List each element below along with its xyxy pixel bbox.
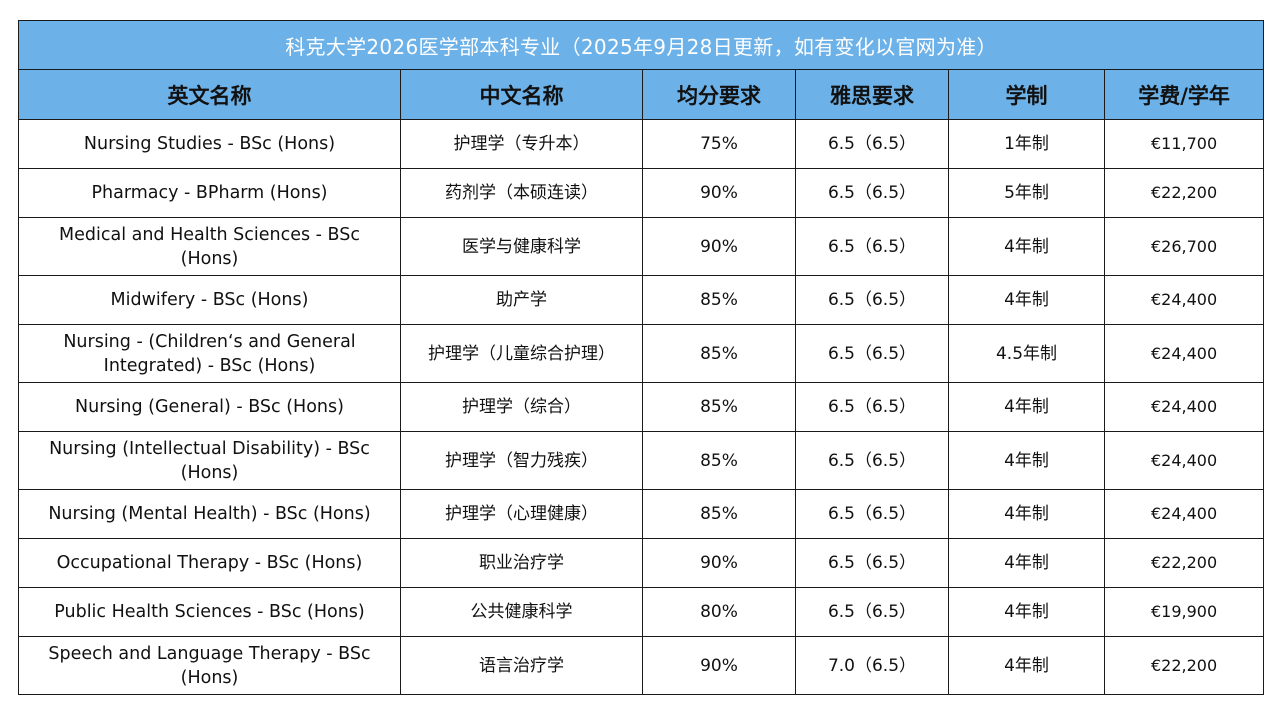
table-row: Pharmacy - BPharm (Hons) 药剂学（本硕连读） 90% 6… xyxy=(18,168,1265,218)
chinese-name-cell: 语言治疗学 xyxy=(400,636,643,695)
ielts-cell: 6.5（6.5） xyxy=(795,275,949,325)
chinese-name-cell: 医学与健康科学 xyxy=(400,217,643,276)
gpa-cell: 90% xyxy=(642,168,796,218)
english-name-cell: Midwifery - BSc (Hons) xyxy=(18,275,401,325)
ielts-cell: 7.0（6.5） xyxy=(795,636,949,695)
ielts-cell: 6.5（6.5） xyxy=(795,217,949,276)
english-name-cell: Nursing (Mental Health) - BSc (Hons) xyxy=(18,489,401,539)
ielts-cell: 6.5（6.5） xyxy=(795,168,949,218)
english-name-cell: Speech and Language Therapy - BSc (Hons) xyxy=(18,636,401,695)
gpa-cell: 90% xyxy=(642,217,796,276)
english-name-cell: Nursing Studies - BSc (Hons) xyxy=(18,119,401,169)
ielts-cell: 6.5（6.5） xyxy=(795,431,949,490)
table-row: Speech and Language Therapy - BSc (Hons)… xyxy=(18,636,1265,695)
duration-cell: 5年制 xyxy=(948,168,1105,218)
gpa-cell: 85% xyxy=(642,324,796,383)
duration-cell: 4年制 xyxy=(948,275,1105,325)
tuition-cell: €24,400 xyxy=(1103,324,1265,383)
chinese-name-cell: 职业治疗学 xyxy=(400,538,643,588)
table-title: 科克大学2026医学部本科专业（2025年9月28日更新，如有变化以官网为准） xyxy=(17,20,1265,70)
ielts-cell: 6.5（6.5） xyxy=(795,324,949,383)
duration-cell: 4年制 xyxy=(948,431,1105,490)
tuition-cell: €22,200 xyxy=(1103,168,1265,218)
duration-cell: 4年制 xyxy=(948,538,1105,588)
column-header-gpa: 均分要求 xyxy=(642,69,796,120)
gpa-cell: 85% xyxy=(642,275,796,325)
chinese-name-cell: 护理学（心理健康） xyxy=(400,489,643,539)
table-row: Nursing Studies - BSc (Hons) 护理学（专升本） 75… xyxy=(18,119,1265,169)
gpa-cell: 90% xyxy=(642,636,796,695)
table-row: Public Health Sciences - BSc (Hons) 公共健康… xyxy=(18,587,1265,637)
table-row: Nursing (General) - BSc (Hons) 护理学（综合） 8… xyxy=(18,382,1265,432)
ielts-cell: 6.5（6.5） xyxy=(795,587,949,637)
english-name-cell: Pharmacy - BPharm (Hons) xyxy=(18,168,401,218)
duration-cell: 1年制 xyxy=(948,119,1105,169)
table-row: Nursing (Intellectual Disability) - BSc … xyxy=(18,431,1265,490)
english-name-cell: Nursing (General) - BSc (Hons) xyxy=(18,382,401,432)
gpa-cell: 85% xyxy=(642,431,796,490)
gpa-cell: 90% xyxy=(642,538,796,588)
title-row: 科克大学2026医学部本科专业（2025年9月28日更新，如有变化以官网为准） xyxy=(17,20,1265,70)
chinese-name-cell: 公共健康科学 xyxy=(400,587,643,637)
tuition-cell: €24,400 xyxy=(1103,431,1265,490)
header-row: 英文名称 中文名称 均分要求 雅思要求 学制 学费/学年 xyxy=(18,69,1265,120)
column-header-tuition: 学费/学年 xyxy=(1103,69,1265,120)
ielts-cell: 6.5（6.5） xyxy=(795,382,949,432)
gpa-cell: 85% xyxy=(642,382,796,432)
column-header-ielts: 雅思要求 xyxy=(795,69,949,120)
programs-table: 科克大学2026医学部本科专业（2025年9月28日更新，如有变化以官网为准） … xyxy=(17,20,1265,695)
duration-cell: 4年制 xyxy=(948,636,1105,695)
ielts-cell: 6.5（6.5） xyxy=(795,538,949,588)
gpa-cell: 75% xyxy=(642,119,796,169)
english-name-cell: Public Health Sciences - BSc (Hons) xyxy=(18,587,401,637)
tuition-cell: €24,400 xyxy=(1103,489,1265,539)
duration-cell: 4年制 xyxy=(948,587,1105,637)
table-row: Nursing - (Children‘s and General Integr… xyxy=(18,324,1265,383)
english-name-cell: Occupational Therapy - BSc (Hons) xyxy=(18,538,401,588)
chinese-name-cell: 护理学（智力残疾） xyxy=(400,431,643,490)
tuition-cell: €22,200 xyxy=(1103,636,1265,695)
column-header-duration: 学制 xyxy=(948,69,1105,120)
chinese-name-cell: 药剂学（本硕连读） xyxy=(400,168,643,218)
duration-cell: 4年制 xyxy=(948,489,1105,539)
gpa-cell: 80% xyxy=(642,587,796,637)
tuition-cell: €24,400 xyxy=(1103,275,1265,325)
english-name-cell: Nursing (Intellectual Disability) - BSc … xyxy=(18,431,401,490)
table-row: Nursing (Mental Health) - BSc (Hons) 护理学… xyxy=(18,489,1265,539)
gpa-cell: 85% xyxy=(642,489,796,539)
tuition-cell: €11,700 xyxy=(1103,119,1265,169)
ielts-cell: 6.5（6.5） xyxy=(795,489,949,539)
chinese-name-cell: 助产学 xyxy=(400,275,643,325)
chinese-name-cell: 护理学（专升本） xyxy=(400,119,643,169)
table-row: Midwifery - BSc (Hons) 助产学 85% 6.5（6.5） … xyxy=(18,275,1265,325)
duration-cell: 4年制 xyxy=(948,217,1105,276)
table-row: Occupational Therapy - BSc (Hons) 职业治疗学 … xyxy=(18,538,1265,588)
column-header-english-name: 英文名称 xyxy=(18,69,401,120)
tuition-cell: €26,700 xyxy=(1103,217,1265,276)
tuition-cell: €22,200 xyxy=(1103,538,1265,588)
tuition-cell: €24,400 xyxy=(1103,382,1265,432)
english-name-cell: Medical and Health Sciences - BSc (Hons) xyxy=(18,217,401,276)
duration-cell: 4.5年制 xyxy=(948,324,1105,383)
chinese-name-cell: 护理学（综合） xyxy=(400,382,643,432)
english-name-cell: Nursing - (Children‘s and General Integr… xyxy=(18,324,401,383)
tuition-cell: €19,900 xyxy=(1103,587,1265,637)
ielts-cell: 6.5（6.5） xyxy=(795,119,949,169)
duration-cell: 4年制 xyxy=(948,382,1105,432)
chinese-name-cell: 护理学（儿童综合护理） xyxy=(400,324,643,383)
column-header-chinese-name: 中文名称 xyxy=(400,69,643,120)
table-row: Medical and Health Sciences - BSc (Hons)… xyxy=(18,217,1265,276)
